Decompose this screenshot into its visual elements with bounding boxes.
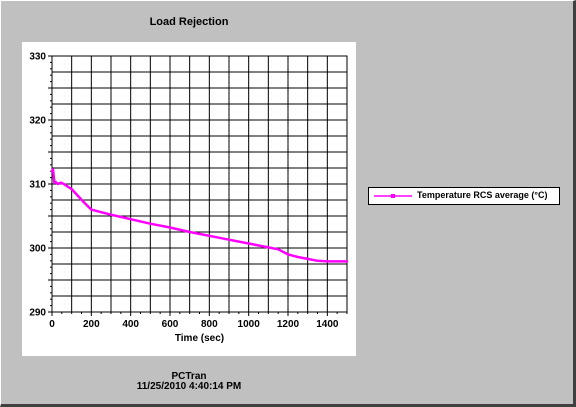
- x-tick-label: 800: [201, 319, 218, 330]
- y-tick-label: 320: [29, 116, 46, 127]
- x-tick-label: 600: [162, 319, 179, 330]
- x-tick-label: 1000: [238, 319, 261, 330]
- y-tick-label: 310: [29, 180, 46, 191]
- footer-timestamp: 11/25/2010 4:40:14 PM: [136, 381, 242, 392]
- series-line: [50, 168, 349, 263]
- plot-area: 290 300 310 320 330 0 200 400 600 800 1000 1200 1400…: [22, 42, 356, 356]
- x-tick-label: 200: [83, 319, 100, 330]
- legend-swatch: [374, 194, 412, 198]
- x-tick-label: 0: [49, 319, 55, 330]
- chart-title: Load Rejection: [149, 16, 229, 28]
- y-tick-label: 290: [29, 308, 46, 319]
- y-tick-label: 300: [29, 244, 46, 255]
- x-axis-label: Time (sec): [175, 333, 224, 344]
- legend-label: Temperature RCS average (°C): [417, 190, 548, 200]
- chart-svg: 290 300 310 320 330 0 200 400 600 800 1000 1200 1400…: [29, 52, 349, 344]
- x-tick-label: 1200: [277, 319, 300, 330]
- x-tick-label: 400: [122, 319, 139, 330]
- footer-app-name: PCTran: [171, 371, 207, 382]
- y-tick-label: 330: [29, 52, 46, 63]
- x-tick-label: 1400: [316, 319, 339, 330]
- legend: Temperature RCS average (°C): [368, 187, 560, 205]
